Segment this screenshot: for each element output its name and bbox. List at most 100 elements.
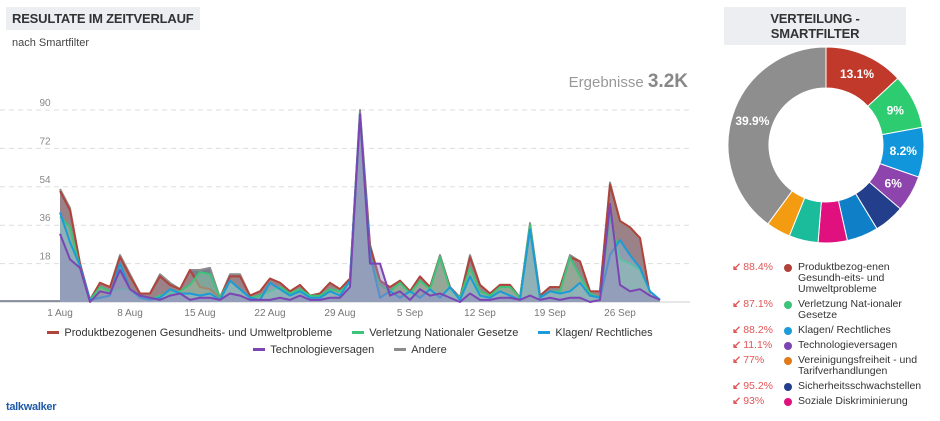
legend-dot — [784, 301, 792, 309]
y-tick-label: 36 — [39, 213, 51, 224]
legend-label: Technologieversagen — [270, 343, 375, 356]
x-tick-label: 22 Aug — [254, 308, 285, 319]
legend-dot — [784, 357, 792, 365]
change-percent: ↙ 77% — [732, 355, 784, 377]
donut-slice — [868, 162, 920, 210]
x-tick-label: 8 Aug — [117, 308, 143, 319]
arrow-down-left-icon: ↙ — [732, 324, 742, 336]
x-tick-label: 15 Aug — [184, 308, 215, 319]
change-value: 77% — [743, 354, 765, 366]
donut-slice — [817, 200, 848, 244]
chart-title: RESULTATE IM ZEITVERLAUF — [6, 7, 200, 30]
change-percent: ↙ 88.4% — [732, 262, 784, 295]
distribution-legend: ↙ 88.4% Produktbezog-enen Gesundh-eits- un… — [732, 262, 922, 411]
change-percent: ↙ 87.1% — [732, 299, 784, 321]
legend-item[interactable]: Andere — [394, 343, 447, 356]
legend-swatch — [538, 331, 551, 334]
slice-label: 9% — [887, 103, 905, 117]
results-value: 3.2K — [647, 71, 688, 92]
x-tick-label: 12 Sep — [464, 308, 496, 319]
change-percent: ↙ 11.1% — [732, 340, 784, 351]
legend-label: Soziale Diskriminierung — [798, 395, 908, 407]
distribution-legend-item[interactable]: ↙ 95.2% Sicherheitsschwachstellen — [732, 380, 922, 392]
arrow-down-left-icon: ↙ — [732, 354, 742, 366]
distribution-title: VERTEILUNG - SMARTFILTER — [724, 7, 906, 45]
donut-slice — [879, 126, 925, 178]
x-tick-label: 1 Aug — [47, 308, 73, 319]
legend-label: Produktbezog-enen Gesundh-eits- und Umwe… — [798, 261, 890, 295]
change-value: 88.4% — [743, 261, 773, 273]
legend-dot — [784, 264, 792, 272]
chart-legend-row-1: Produktbezogenen Gesundheits- und Umwelt… — [0, 325, 700, 339]
donut-slice — [837, 193, 878, 242]
legend-label: Verletzung Nationaler Gesetze — [369, 326, 519, 339]
legend-label: Klagen/ Rechtliches — [555, 326, 653, 339]
legend-label: Vereinigungsfreiheit - und Tarifverhandl… — [798, 354, 918, 377]
donut-slice — [767, 190, 806, 237]
y-tick-label: 18 — [39, 252, 51, 263]
series-area — [60, 114, 660, 303]
timeline-chart: 18 36 54 72 90 1 Aug 8 Aug 15 Aug 22 Aug 29 Aug 5 … — [0, 98, 690, 319]
legend-swatch — [352, 331, 365, 334]
y-tick-label: 54 — [39, 175, 51, 186]
x-tick-label: 29 Aug — [324, 308, 355, 319]
legend-dot — [784, 342, 792, 350]
change-percent: ↙ 88.2% — [732, 325, 784, 336]
distribution-legend-item[interactable]: ↙ 77% Vereinigungsfreiheit - und Tarifverh… — [732, 355, 918, 377]
slice-label: 39.9% — [735, 114, 769, 128]
legend-item[interactable]: Produktbezogenen Gesundheits- und Umwelt… — [47, 327, 332, 339]
legend-label: Technologieversagen — [798, 339, 898, 351]
x-tick-label: 5 Sep — [397, 308, 424, 319]
donut-slice — [867, 77, 923, 136]
arrow-down-left-icon: ↙ — [732, 339, 742, 351]
distribution-legend-item[interactable]: ↙ 11.1% Technologieversagen — [732, 340, 918, 351]
legend-swatch — [47, 331, 60, 334]
slice-label: 13.1% — [840, 67, 874, 81]
legend-item[interactable]: Verletzung Nationaler Gesetze — [352, 327, 518, 339]
distribution-legend-item[interactable]: ↙ 93% Soziale Diskriminierung — [732, 396, 918, 407]
arrow-down-left-icon: ↙ — [732, 395, 742, 407]
legend-item[interactable]: Klagen/ Rechtliches — [538, 326, 653, 339]
series-area — [60, 114, 660, 303]
change-value: 93% — [743, 395, 765, 407]
chart-legend-row-2: Technologieversagen Andere — [0, 342, 700, 356]
distribution-legend-item[interactable]: ↙ 88.2% Klagen/ Rechtliches — [732, 325, 918, 336]
legend-dot — [784, 398, 792, 406]
donut-slice — [825, 46, 899, 107]
results-total: Ergebnisse 3.2K — [569, 71, 688, 93]
y-tick-label: 72 — [39, 136, 51, 147]
change-percent: ↙ 95.2% — [732, 381, 784, 392]
arrow-down-left-icon: ↙ — [732, 298, 742, 310]
results-label: Ergebnisse — [568, 74, 644, 91]
legend-label: Produktbezogenen Gesundheits- und Umwelt… — [64, 326, 333, 339]
distribution-legend-item[interactable]: ↙ 87.1% Verletzung Nat-ionaler Gesetze — [732, 299, 918, 321]
legend-dot — [784, 327, 792, 335]
donut-slice — [727, 46, 827, 225]
slice-label: 6% — [885, 177, 903, 191]
talkwalker-logo: talkwalker — [6, 401, 57, 413]
change-value: 11.1% — [743, 339, 773, 351]
distribution-legend-item[interactable]: ↙ 88.4% Produktbezog-enen Gesundh-eits- un… — [732, 262, 918, 295]
series-area — [60, 114, 660, 303]
x-tick-label: 19 Sep — [534, 308, 566, 319]
slice-label: 8.2% — [890, 144, 918, 158]
series-area — [60, 114, 660, 303]
x-tick-label: 26 Sep — [604, 308, 636, 319]
legend-label: Klagen/ Rechtliches — [798, 324, 891, 336]
donut-slice — [854, 181, 902, 230]
change-value: 95.2% — [743, 380, 773, 392]
legend-label: Verletzung Nat-ionaler Gesetze — [798, 298, 902, 321]
chart-subtitle: nach Smartfilter — [12, 37, 90, 49]
legend-label: Sicherheitsschwachstellen — [798, 380, 922, 392]
legend-item[interactable]: Technologieversagen — [253, 344, 374, 356]
arrow-down-left-icon: ↙ — [732, 380, 742, 392]
donut-slice — [788, 197, 822, 244]
change-value: 88.2% — [743, 324, 773, 336]
legend-swatch — [253, 348, 266, 351]
y-tick-label: 90 — [39, 98, 51, 109]
change-value: 87.1% — [743, 298, 773, 310]
change-percent: ↙ 93% — [732, 396, 784, 407]
legend-label: Andere — [411, 343, 447, 356]
series-line — [59, 113, 661, 303]
series-area — [60, 110, 660, 302]
